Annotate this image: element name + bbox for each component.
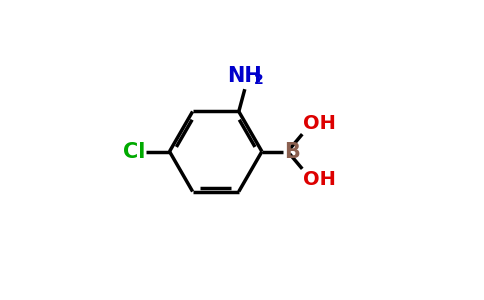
Text: OH: OH bbox=[303, 170, 336, 189]
Text: NH: NH bbox=[227, 66, 262, 86]
Text: B: B bbox=[284, 142, 300, 161]
Text: Cl: Cl bbox=[123, 142, 145, 161]
Text: OH: OH bbox=[303, 114, 336, 133]
Text: 2: 2 bbox=[254, 73, 263, 87]
